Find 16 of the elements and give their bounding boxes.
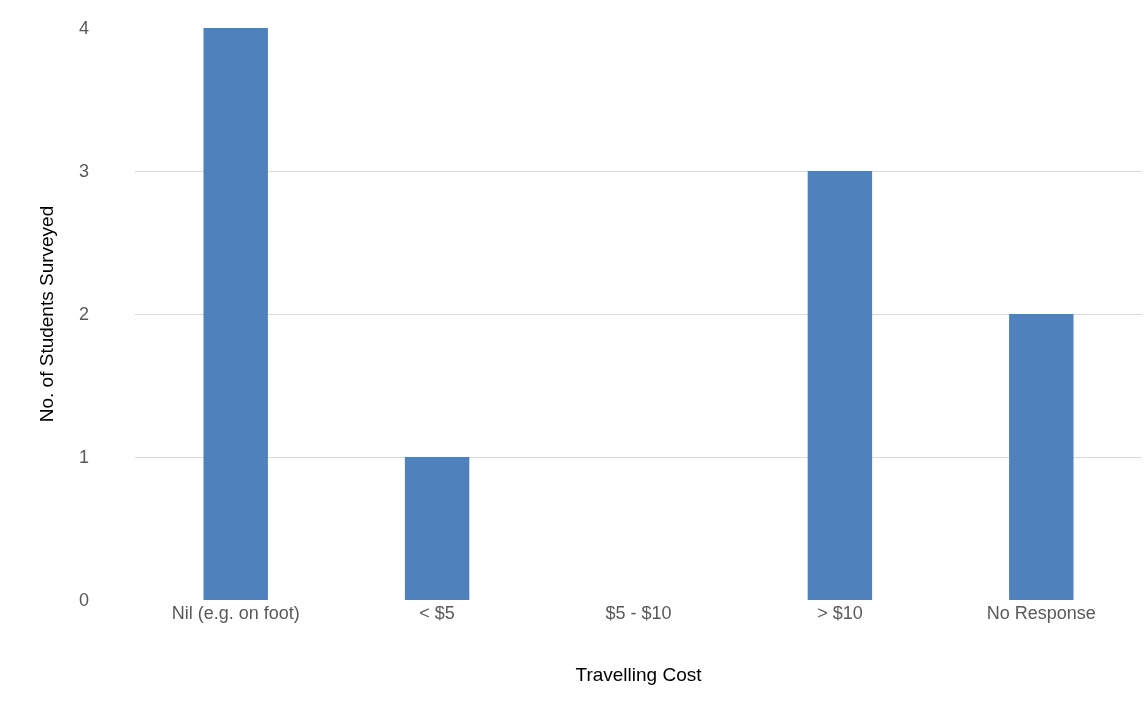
x-tick-label: < $5 (419, 603, 455, 623)
y-tick-label: 0 (78, 590, 89, 611)
y-tick-label: 2 (78, 304, 89, 325)
x-tick-label: > $10 (817, 603, 863, 623)
y-tick-label: 3 (78, 161, 89, 182)
x-axis-title: Travelling Cost (575, 663, 703, 685)
bar (807, 171, 873, 600)
y-tick-label: 4 (78, 18, 89, 39)
x-tick-label: $5 - $10 (605, 603, 672, 623)
y-tick-label: 1 (78, 447, 89, 468)
x-tick-label: Nil (e.g. on foot) (171, 603, 300, 623)
bar (1009, 314, 1074, 600)
bar (203, 28, 268, 600)
y-axis-title: No. of Students Surveyed (35, 205, 57, 423)
bar (404, 457, 470, 600)
x-tick-label: No Response (986, 603, 1096, 623)
